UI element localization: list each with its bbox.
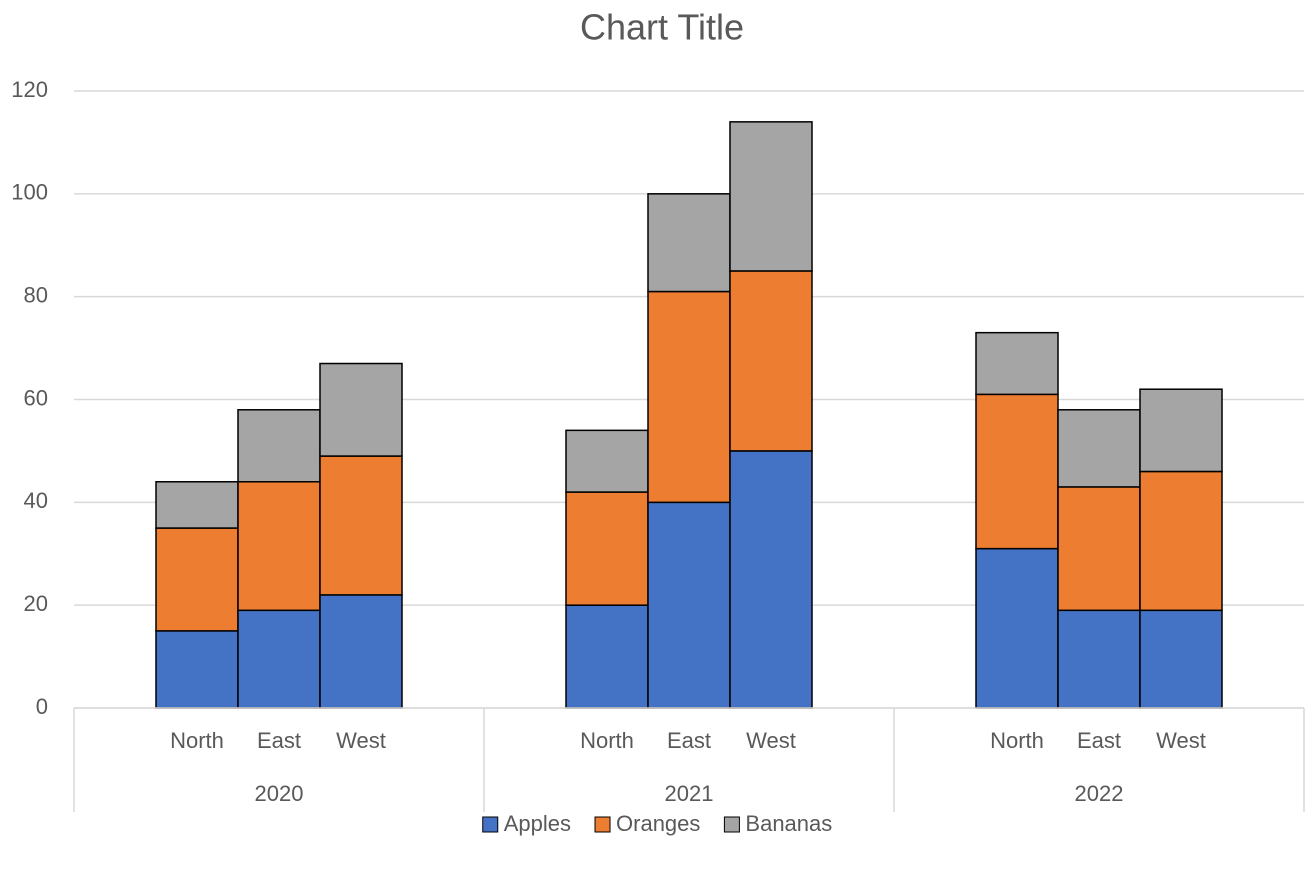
bar-segment: [729, 121, 813, 272]
bar-segment: [237, 409, 321, 483]
bar-segment: [1057, 609, 1141, 709]
x-tick-label: East: [667, 728, 711, 753]
legend: Apples Oranges Bananas: [482, 811, 832, 836]
bar-segment: [975, 331, 1059, 396]
y-tick-label: 100: [11, 180, 48, 205]
group-label: 2021: [665, 781, 714, 806]
x-tick-label: East: [1077, 728, 1121, 753]
x-tick-label: North: [990, 728, 1044, 753]
legend-label: Bananas: [745, 811, 832, 836]
bar-segment: [647, 193, 731, 293]
bar-segment: [155, 527, 239, 632]
x-tick-label: West: [336, 728, 386, 753]
y-tick-label: 60: [24, 385, 48, 410]
legend-label: Apples: [504, 811, 571, 836]
group-label: 2022: [1075, 781, 1124, 806]
group-label: 2020: [255, 781, 304, 806]
bar-segment: [565, 429, 649, 493]
y-tick-label: 20: [24, 591, 48, 616]
bar-segment: [319, 455, 403, 596]
x-tick-label: North: [170, 728, 224, 753]
bar-segment: [237, 481, 321, 612]
bar-segment: [1139, 609, 1223, 709]
bar-segment: [1057, 486, 1141, 612]
bar-segment: [565, 491, 649, 606]
bar-segment: [319, 362, 403, 457]
y-tick-label: 80: [24, 282, 48, 307]
bar-segment: [647, 290, 731, 504]
y-tick-label: 120: [11, 77, 48, 102]
x-tick-label: East: [257, 728, 301, 753]
bar-segment: [729, 450, 813, 709]
y-tick-label: 40: [24, 488, 48, 513]
legend-swatch: [723, 816, 740, 833]
bar-segment: [237, 609, 321, 709]
legend-label: Oranges: [616, 811, 700, 836]
legend-swatch: [594, 816, 611, 833]
x-tick-label: North: [580, 728, 634, 753]
bar-segment: [155, 630, 239, 709]
bar-segment: [1057, 409, 1141, 488]
bar-segment: [647, 501, 731, 709]
bar-segment: [155, 481, 239, 529]
bar-segment: [319, 594, 403, 709]
x-tick-label: West: [1156, 728, 1206, 753]
x-tick-label: West: [746, 728, 796, 753]
bar-segment: [975, 547, 1059, 709]
chart-title: Chart Title: [580, 7, 744, 48]
legend-swatch: [482, 816, 499, 833]
bar-segment: [1139, 388, 1223, 473]
bar-segment: [1139, 470, 1223, 612]
y-tick-label: 0: [36, 694, 48, 719]
bar-segment: [565, 604, 649, 709]
bar-segment: [729, 270, 813, 452]
bar-segment: [975, 393, 1059, 550]
